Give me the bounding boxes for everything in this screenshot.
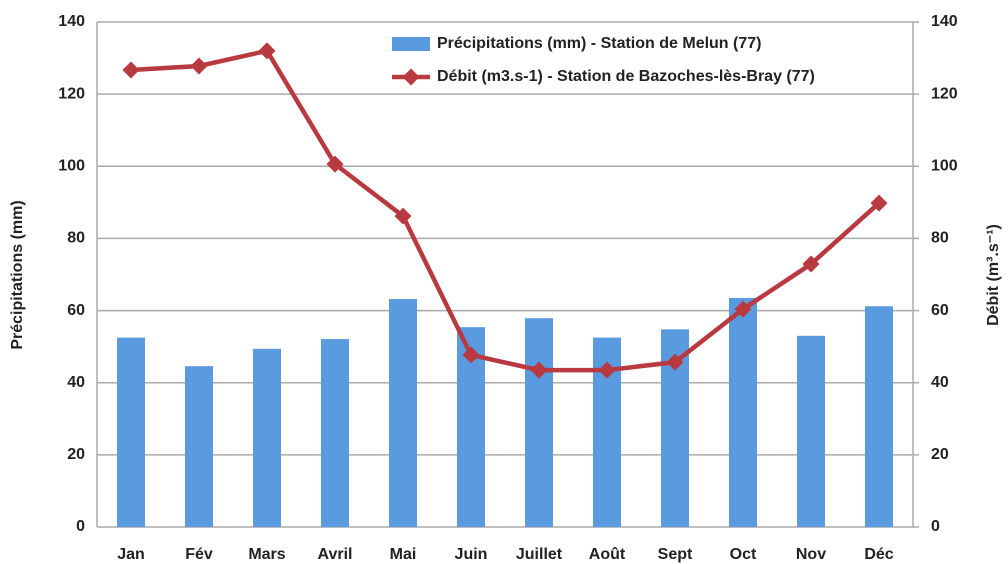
- x-tick-label: Juin: [455, 546, 488, 563]
- x-tick-label: Sept: [658, 546, 693, 563]
- marker: [326, 155, 344, 173]
- y-tick-label: 60: [67, 302, 85, 319]
- bar: [525, 318, 553, 527]
- bar: [865, 306, 893, 527]
- bar: [389, 299, 417, 527]
- marker: [530, 361, 548, 379]
- bar: [321, 339, 349, 527]
- marker: [122, 61, 140, 79]
- marker: [802, 255, 820, 273]
- x-tick-label: Nov: [796, 546, 826, 563]
- legend-label: Précipitations (mm) - Station de Melun (…: [437, 35, 761, 52]
- x-tick-label: Déc: [864, 546, 893, 563]
- marker: [666, 353, 684, 371]
- y2-tick-label: 20: [931, 446, 949, 463]
- marker: [190, 57, 208, 75]
- bar: [729, 297, 757, 527]
- y2-tick-label: 80: [931, 230, 949, 247]
- y2-tick-label: 40: [931, 374, 949, 391]
- bar: [797, 335, 825, 527]
- bar: [253, 348, 281, 527]
- y-tick-label: 120: [58, 85, 85, 102]
- bar: [185, 366, 213, 527]
- x-tick-label: Jan: [117, 546, 145, 563]
- y2-tick-label: 120: [931, 85, 958, 102]
- y-tick-label: 40: [67, 374, 85, 391]
- y-tick-label: 140: [58, 13, 85, 30]
- x-tick-label: Oct: [730, 546, 757, 563]
- marker: [394, 207, 412, 225]
- y2-tick-label: 0: [931, 518, 940, 535]
- y2-tick-label: 140: [931, 13, 958, 30]
- y-tick-label: 80: [67, 230, 85, 247]
- line: [130, 48, 881, 373]
- x-tick-label: Avril: [318, 546, 353, 563]
- marker: [462, 346, 480, 364]
- x-tick-label: Mai: [390, 546, 417, 563]
- legend-label: Débit (m3.s-1) - Station de Bazoches-lès…: [437, 68, 815, 85]
- marker: [598, 361, 616, 379]
- x-tick-label: Mars: [248, 546, 285, 563]
- y-axis-label: Précipitations (mm): [9, 200, 26, 349]
- y-tick-label: 0: [76, 518, 85, 535]
- legend-swatch: [402, 68, 420, 86]
- y2-tick-label: 100: [931, 158, 958, 175]
- y-tick-label: 100: [58, 158, 85, 175]
- x-tick-label: Août: [589, 546, 626, 563]
- y2-axis-label: Débit (m³.s⁻¹): [985, 224, 1002, 326]
- x-tick-label: Juillet: [516, 546, 563, 563]
- y-tick-label: 20: [67, 446, 85, 463]
- y2-tick-label: 60: [931, 302, 949, 319]
- bar: [117, 337, 145, 527]
- x-tick-label: Fév: [185, 546, 213, 563]
- marker: [734, 300, 752, 318]
- legend-swatch: [392, 37, 430, 51]
- marker: [870, 194, 888, 212]
